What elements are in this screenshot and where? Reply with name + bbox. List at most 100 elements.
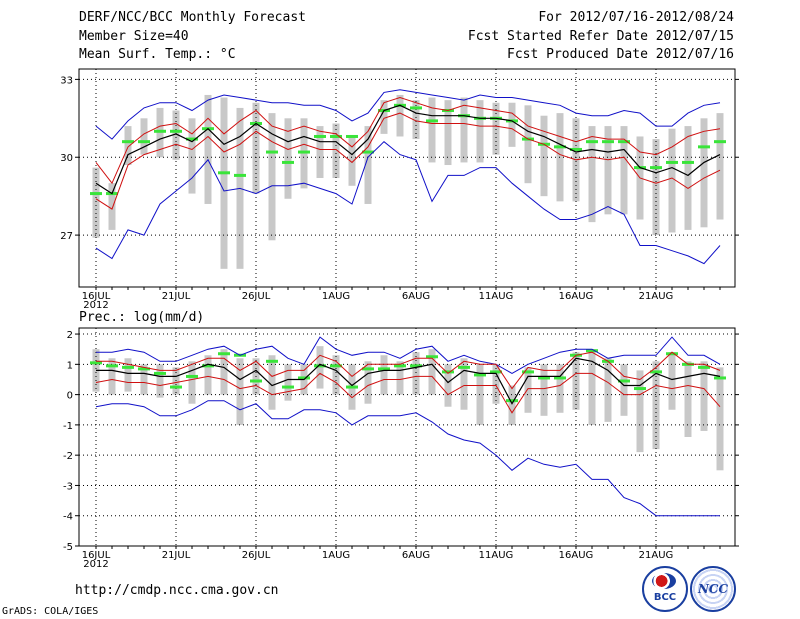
- temp-spread-bar: [700, 118, 708, 228]
- bcc-logo: BCC: [642, 566, 688, 612]
- prec-spread-bar: [316, 346, 324, 389]
- temp-spread-bar: [492, 102, 500, 155]
- prec-spread-bar: [588, 349, 596, 425]
- temp-spread-bar: [124, 126, 132, 166]
- prec-spread-bar: [508, 385, 516, 425]
- temp-spread-bar: [604, 126, 612, 215]
- prec-spread-bar: [140, 364, 148, 395]
- prec-spread-bar: [396, 361, 404, 395]
- prec-spread-bar: [268, 355, 276, 410]
- temp-xtick-label: 11AUG: [479, 291, 514, 302]
- temp-spread-bar: [316, 126, 324, 178]
- prec-max-line: [96, 336, 721, 374]
- temp-spread-bar: [684, 126, 692, 230]
- temp-xtick-label: 1AUG: [322, 291, 350, 302]
- temp-spread-bar: [252, 102, 260, 194]
- temp-spread-bar: [428, 97, 436, 163]
- prec-spread-bar: [236, 358, 244, 425]
- ncc-logo-text: NCC: [697, 582, 729, 596]
- prec-spread-bar: [652, 361, 660, 450]
- temp-spread-bar: [380, 100, 388, 134]
- prec-spread-bar: [460, 358, 468, 410]
- prec-spread-bar: [124, 358, 132, 392]
- temp-spread-bar: [668, 128, 676, 233]
- prec-spread-bar: [604, 358, 612, 422]
- prec-upper-line: [96, 351, 721, 390]
- temp-spread-bar: [172, 110, 180, 160]
- temp-spread-bar: [108, 183, 116, 230]
- temp-spread-bar: [220, 97, 228, 269]
- temp-spread-bar: [508, 102, 516, 147]
- prec-ytick-label: 1: [67, 360, 73, 371]
- prec-xtick-label: 1AUG: [322, 550, 350, 561]
- prec-xtick-label: 21JUL: [162, 550, 191, 561]
- temp-ytick-label: 33: [60, 75, 73, 86]
- prec-spread-bar: [156, 364, 164, 398]
- chart-title: DERF/NCC/BCC Monthly Forecast: [79, 10, 306, 25]
- prec-xtick-label: 6AUG: [402, 550, 430, 561]
- prec-spread-bar: [108, 358, 116, 395]
- temp-spread-bar: [444, 100, 452, 166]
- prec-spread-bar: [476, 364, 484, 425]
- temp-spread-bar: [540, 115, 548, 197]
- prec-mean-line: [96, 357, 721, 405]
- temp-xtick-label: 26JUL: [242, 291, 271, 302]
- temp-spread-bar: [364, 126, 372, 204]
- bcc-logo-text: BCC: [653, 592, 677, 603]
- temp-ytick-label: 30: [60, 153, 73, 164]
- temp-spread-bar: [92, 167, 100, 238]
- temp-max-line: [95, 89, 721, 140]
- temp-spread-bar: [140, 118, 148, 155]
- member-size: Member Size=40: [79, 29, 189, 44]
- temp-spread-bar: [348, 136, 356, 186]
- produced-date: Fcst Produced Date 2012/07/16: [507, 47, 734, 62]
- prec-spread-bar: [332, 355, 340, 395]
- temp-spread-bar: [396, 94, 404, 137]
- prec-ytick-label: -3: [63, 481, 73, 492]
- prec-spread-bar: [540, 364, 548, 416]
- ncc-logo: NCC: [690, 566, 736, 612]
- temp-spread-bar: [284, 118, 292, 199]
- prec-xtick-label: 16AUG: [559, 550, 594, 561]
- source-url[interactable]: http://cmdp.ncc.cma.gov.cn: [75, 583, 279, 598]
- prec-spread-bar: [620, 364, 628, 416]
- prec-ytick-label: 2: [67, 330, 73, 341]
- temp-xtick-label: 16JUL: [82, 291, 111, 302]
- temp-spread-bar: [476, 100, 484, 163]
- prec-spread-bar: [412, 352, 420, 395]
- prec-spread-bar: [444, 364, 452, 407]
- temp-year-label: 2012: [83, 300, 108, 311]
- temp-spread-bar: [460, 97, 468, 163]
- prec-spread-bar: [668, 352, 676, 410]
- prec-year-label: 2012: [83, 559, 108, 570]
- temp-min-line: [95, 141, 721, 265]
- prec-ytick-label: -4: [63, 512, 73, 523]
- prec-spread-bar: [364, 361, 372, 404]
- prec-spread-bar: [284, 364, 292, 401]
- temp-lower-line: [95, 112, 721, 210]
- temp-spread-bar: [652, 139, 660, 236]
- temp-xtick-label: 16AUG: [559, 291, 594, 302]
- temp-ytick-label: 27: [60, 231, 73, 242]
- prec-spread-bar: [716, 367, 724, 471]
- temp-xtick-label: 21AUG: [639, 291, 674, 302]
- prec-spread-bar: [556, 364, 564, 413]
- prec-xtick-label: 21AUG: [639, 550, 674, 561]
- grads-credit: GrADS: COLA/IGES: [2, 606, 99, 617]
- prec-spread-bar: [204, 355, 212, 395]
- prec-spread-bar: [524, 367, 532, 413]
- temp-spread-bar: [588, 126, 596, 223]
- temp-spread-bar: [204, 94, 212, 204]
- temp-upper-line: [95, 96, 721, 185]
- prec-ytick-label: -2: [63, 451, 73, 462]
- prec-ytick-label: -1: [63, 421, 73, 432]
- forecast-range: For 2012/07/16-2012/08/24: [538, 10, 734, 25]
- prec-xtick-label: 26JUL: [242, 550, 271, 561]
- prec-spread-bar: [188, 361, 196, 404]
- temp-spread-bar: [332, 123, 340, 178]
- temp-xtick-label: 21JUL: [162, 291, 191, 302]
- temp-spread-bar: [268, 113, 276, 241]
- prec-ytick-label: 0: [67, 391, 73, 402]
- prec-spread-bar: [380, 355, 388, 395]
